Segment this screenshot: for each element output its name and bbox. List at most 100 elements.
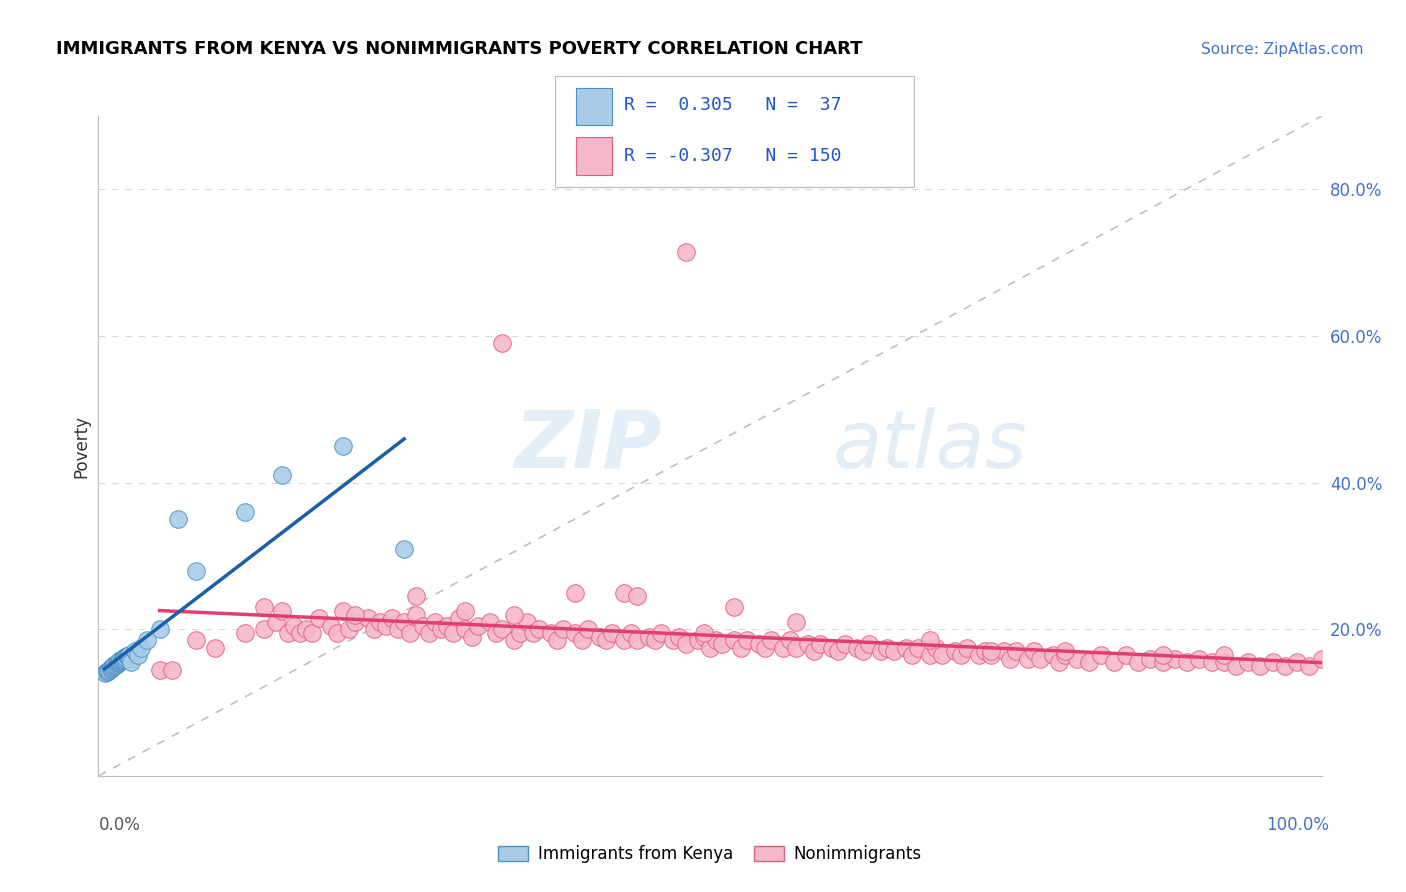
Point (418, 626, 440, 640)
Point (1164, 651, 1187, 665)
Point (167, 512, 190, 526)
Point (127, 648, 149, 662)
Point (907, 640, 929, 655)
Point (319, 618, 342, 632)
Point (704, 633, 727, 648)
Point (553, 623, 575, 637)
Point (675, 637, 697, 651)
Text: IMMIGRANTS FROM KENYA VS NONIMMIGRANTS POVERTY CORRELATION CHART: IMMIGRANTS FROM KENYA VS NONIMMIGRANTS P… (56, 40, 863, 58)
Point (735, 633, 758, 648)
Point (827, 644, 849, 658)
Point (374, 618, 396, 632)
Point (120, 656, 142, 670)
Point (1024, 644, 1046, 658)
Point (149, 623, 172, 637)
Point (515, 615, 537, 629)
Point (993, 644, 1015, 658)
Point (1152, 648, 1174, 662)
Point (858, 637, 880, 651)
Text: Source: ZipAtlas.com: Source: ZipAtlas.com (1201, 42, 1364, 56)
Point (115, 649, 138, 664)
Point (124, 644, 146, 658)
Point (252, 600, 274, 615)
Point (626, 590, 648, 604)
Point (277, 626, 299, 640)
Point (1090, 648, 1112, 662)
Point (723, 633, 745, 648)
Text: atlas: atlas (832, 407, 1028, 485)
Point (564, 626, 586, 640)
Point (112, 651, 135, 665)
Point (980, 648, 1002, 662)
Point (761, 633, 783, 648)
Point (105, 657, 128, 671)
Text: R = -0.307   N = 150: R = -0.307 N = 150 (624, 147, 842, 165)
Point (686, 633, 709, 648)
Point (803, 644, 825, 658)
Point (754, 640, 776, 655)
Point (894, 640, 917, 655)
Point (301, 626, 323, 640)
Point (1042, 648, 1064, 662)
Point (485, 626, 508, 640)
Point (98, 663, 121, 677)
Point (834, 637, 856, 651)
Point (956, 640, 979, 655)
Point (101, 660, 124, 674)
Point (118, 648, 141, 662)
Point (399, 626, 422, 640)
Point (1128, 656, 1150, 670)
Point (931, 648, 953, 662)
Point (1286, 656, 1309, 670)
Point (1102, 656, 1125, 670)
Point (392, 541, 416, 556)
Point (1139, 651, 1161, 665)
Point (107, 656, 129, 670)
Point (901, 648, 924, 662)
Point (522, 626, 544, 640)
Point (332, 439, 354, 453)
Point (509, 626, 531, 640)
Point (423, 615, 446, 629)
Y-axis label: Poverty: Poverty (72, 415, 90, 477)
Point (478, 615, 501, 629)
Point (503, 633, 526, 648)
Point (344, 607, 367, 622)
Point (779, 633, 801, 648)
Point (998, 651, 1021, 665)
Point (589, 630, 612, 644)
Point (650, 626, 672, 640)
Point (723, 600, 745, 615)
Point (107, 656, 129, 670)
Point (980, 644, 1002, 658)
Point (576, 623, 599, 637)
Point (412, 618, 434, 632)
Text: R =  0.305   N =  37: R = 0.305 N = 37 (624, 96, 842, 114)
Point (344, 615, 367, 629)
Point (233, 505, 256, 519)
Point (1175, 656, 1198, 670)
Point (381, 611, 404, 625)
Point (1115, 648, 1137, 662)
Point (1152, 656, 1174, 670)
Point (363, 623, 385, 637)
Point (845, 640, 868, 655)
Point (1017, 651, 1039, 665)
Point (1188, 651, 1211, 665)
Point (1029, 651, 1052, 665)
Point (436, 618, 458, 632)
Point (852, 644, 875, 658)
Point (730, 640, 752, 655)
Point (662, 633, 685, 648)
Point (337, 623, 360, 637)
Point (876, 640, 898, 655)
Point (619, 626, 641, 640)
Point (613, 585, 636, 599)
Point (467, 618, 489, 632)
Point (368, 615, 391, 629)
Legend: Immigrants from Kenya, Nonimmigrants: Immigrants from Kenya, Nonimmigrants (492, 838, 928, 870)
Point (1298, 659, 1320, 673)
Point (785, 640, 807, 655)
Point (110, 653, 132, 667)
Point (920, 648, 942, 662)
